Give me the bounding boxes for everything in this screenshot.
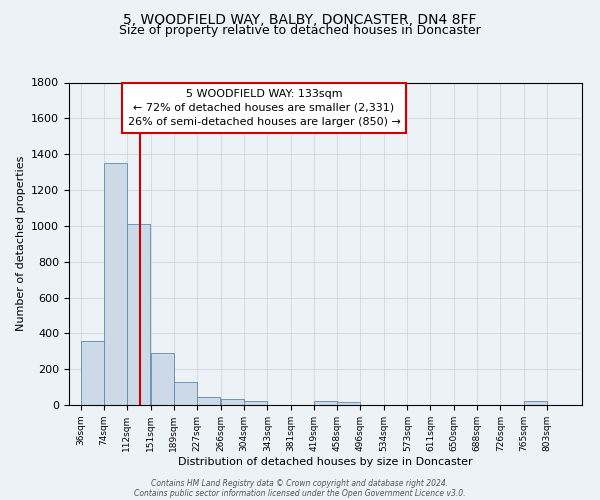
Bar [127, 224, 150, 405]
Bar [80, 342, 104, 405]
Bar [174, 382, 197, 405]
Text: Size of property relative to detached houses in Doncaster: Size of property relative to detached ho… [119, 24, 481, 37]
Bar [197, 397, 220, 405]
Bar [244, 400, 267, 405]
Bar [314, 402, 337, 405]
Bar [104, 163, 127, 405]
Bar [524, 402, 547, 405]
Text: 5 WOODFIELD WAY: 133sqm
← 72% of detached houses are smaller (2,331)
26% of semi: 5 WOODFIELD WAY: 133sqm ← 72% of detache… [128, 89, 400, 127]
Bar [337, 402, 361, 405]
Bar [221, 398, 244, 405]
Y-axis label: Number of detached properties: Number of detached properties [16, 156, 26, 332]
X-axis label: Distribution of detached houses by size in Doncaster: Distribution of detached houses by size … [178, 456, 473, 466]
Text: 5, WOODFIELD WAY, BALBY, DONCASTER, DN4 8FF: 5, WOODFIELD WAY, BALBY, DONCASTER, DN4 … [123, 12, 477, 26]
Text: Contains public sector information licensed under the Open Government Licence v3: Contains public sector information licen… [134, 488, 466, 498]
Bar [151, 353, 173, 405]
Text: Contains HM Land Registry data © Crown copyright and database right 2024.: Contains HM Land Registry data © Crown c… [151, 478, 449, 488]
